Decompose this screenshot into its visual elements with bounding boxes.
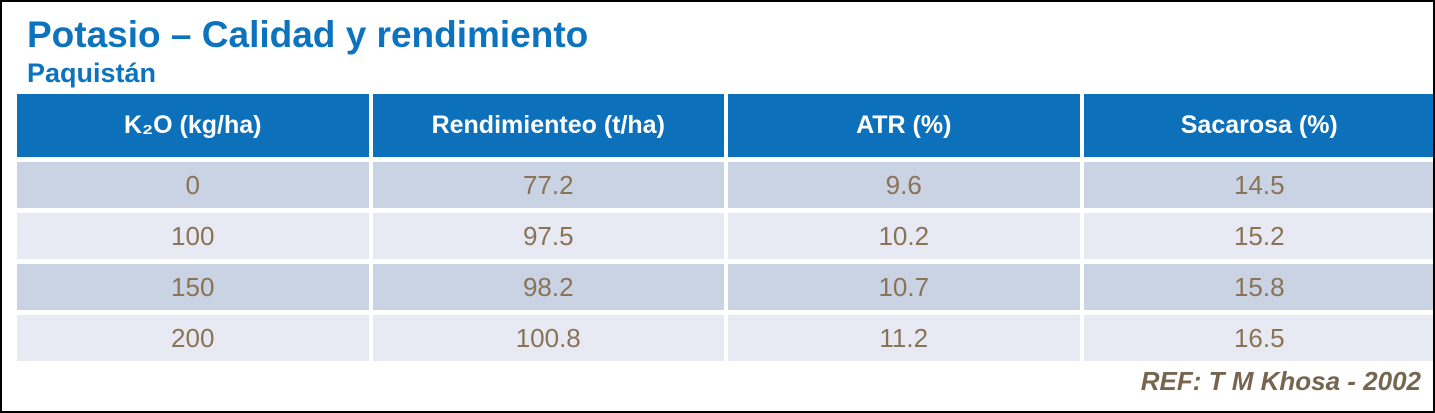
- slide-subtitle: Paquistán: [27, 58, 157, 88]
- table-cell: 77.2: [372, 162, 724, 208]
- data-table: K₂O (kg/ha) Rendimienteo (t/ha) ATR (%) …: [17, 94, 1433, 361]
- table-cell: 14.5: [1083, 162, 1433, 208]
- table-cell: 0: [17, 162, 369, 208]
- table-cell: 9.6: [728, 162, 1080, 208]
- table-cell: 98.2: [372, 264, 724, 310]
- table-cell: 150: [17, 264, 369, 310]
- slide-title: Potasio – Calidad y rendimiento: [27, 14, 589, 55]
- header-cell-sacarosa: Sacarosa (%): [1083, 94, 1433, 157]
- header-cell-rendimiento: Rendimienteo (t/ha): [372, 94, 724, 157]
- table-cell: 100: [17, 213, 369, 259]
- header-cell-atr: ATR (%): [728, 94, 1080, 157]
- table-cell: 97.5: [372, 213, 724, 259]
- table-cell: 15.8: [1083, 264, 1433, 310]
- reference-text: REF: T M Khosa - 2002: [1140, 366, 1421, 396]
- table-cell: 15.2: [1083, 213, 1433, 259]
- table-cell: 16.5: [1083, 315, 1433, 361]
- table-cell: 200: [17, 315, 369, 361]
- table-cell: 100.8: [372, 315, 724, 361]
- table-cell: 11.2: [728, 315, 1080, 361]
- table-cell: 10.7: [728, 264, 1080, 310]
- table-cell: 10.2: [728, 213, 1080, 259]
- header-cell-k2o: K₂O (kg/ha): [17, 94, 369, 157]
